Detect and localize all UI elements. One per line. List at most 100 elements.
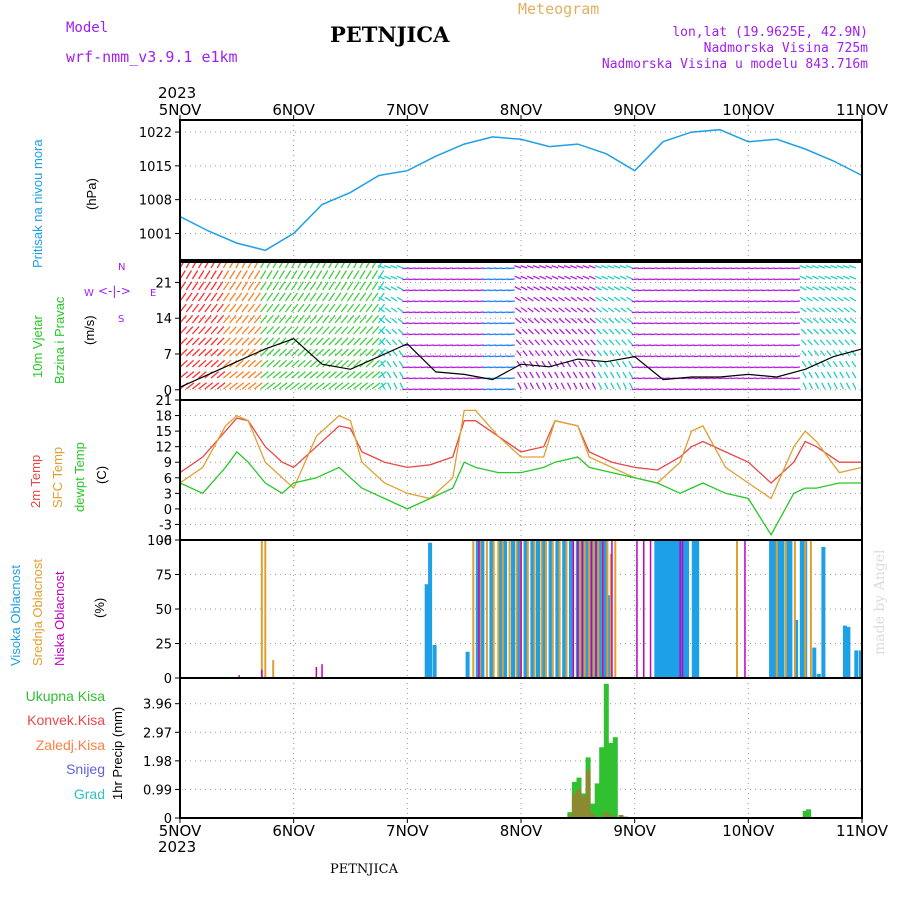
wind-arrow (712, 377, 720, 380)
wind-arrow (529, 371, 534, 379)
wind-arrow (615, 360, 621, 368)
y-tick-label: 2.97 (143, 726, 172, 741)
wind-arrow (260, 270, 267, 280)
wind-arrow (687, 322, 695, 325)
wind-arrow (730, 344, 739, 347)
high-cloud-bar (516, 540, 521, 678)
high-cloud-bar (475, 540, 480, 678)
mid-cloud-bar (508, 540, 511, 678)
high-cloud-bar (769, 540, 774, 678)
wind-arrow (559, 339, 565, 346)
wind-arrow (291, 382, 300, 390)
wind-arrow (812, 296, 819, 302)
wind-arrow (844, 339, 851, 346)
wind-arrow (675, 278, 683, 281)
wind-arrow (247, 326, 256, 335)
wind-arrow (590, 350, 596, 357)
wind-arrow (768, 344, 776, 347)
wind-arrow (839, 382, 844, 390)
wind-arrow (222, 348, 232, 357)
wind-arrow (627, 328, 634, 335)
wind-arrow (433, 333, 441, 336)
wind-arrow (699, 355, 708, 358)
wind-arrow (637, 388, 646, 391)
wind-arrow (397, 307, 404, 313)
wind-arrow (216, 337, 225, 346)
wind-arrow (464, 322, 472, 325)
wind-arrow (849, 275, 857, 280)
wind-arrow (241, 371, 251, 379)
wind-arrow (706, 366, 714, 369)
wind-arrow (235, 314, 243, 324)
wind-arrow (260, 371, 269, 379)
wind-arrow (451, 333, 460, 336)
x-tick-label-bottom: 8NOV (500, 822, 543, 840)
wind-arrow (445, 267, 453, 270)
wind-arrow (535, 371, 541, 379)
wind-arrow (392, 371, 398, 379)
y-tick-label: 3.96 (143, 698, 172, 713)
wind-arrow (278, 359, 288, 368)
wind-arrow (359, 326, 367, 335)
wind-arrow (539, 275, 547, 280)
high-cloud-bar (846, 626, 851, 678)
wind-arrow (427, 322, 435, 325)
wind-arrow (706, 377, 714, 380)
low-cloud-bar (590, 540, 593, 678)
wind-arrow (749, 267, 757, 270)
wind-arrow (284, 303, 293, 313)
wind-arrow (539, 307, 547, 313)
wind-arrow (818, 296, 826, 302)
wind-arrow (755, 278, 763, 281)
model-elevation-label: Nadmorska Visina u modelu 843.716m (601, 57, 868, 72)
wind-arrow (837, 307, 844, 313)
wind-arrow (378, 286, 385, 291)
wind-arrow (584, 360, 590, 368)
wind-arrow (284, 359, 294, 368)
wind-arrow (557, 286, 565, 291)
wind-arrow (780, 355, 788, 358)
wind-arrow (831, 318, 838, 324)
wind-arrow (451, 377, 460, 380)
mid-cloud-bar (492, 540, 495, 678)
wind-arrow (185, 303, 193, 313)
wind-arrow (662, 377, 670, 380)
wind-arrow (559, 350, 565, 357)
wind-arrow (848, 264, 857, 269)
freezing-rain-bar (603, 812, 609, 818)
y-tick-label: 0 (164, 503, 172, 518)
wind-arrow (650, 377, 658, 380)
wind-arrow (482, 333, 491, 336)
mid-cloud-bar (606, 540, 609, 678)
wind-arrow (792, 311, 801, 314)
wind-arrow (577, 328, 584, 335)
wind-arrow (390, 264, 398, 269)
wind-arrow (539, 296, 547, 302)
wind-arrow (414, 333, 422, 336)
wind-arrow (451, 322, 460, 325)
wind-arrow (699, 377, 708, 380)
wind-arrow (547, 371, 553, 379)
wind-arrow (476, 267, 484, 270)
wind-arrow (792, 388, 801, 391)
tsfc-line (179, 409, 863, 500)
wind-arrow (241, 326, 250, 335)
wind-arrow (365, 359, 374, 368)
wind-arrow (668, 355, 677, 358)
wind-arrow (303, 371, 313, 379)
high-cloud-bar (794, 620, 799, 678)
wind-arrow (322, 281, 329, 291)
wind-arrow (737, 300, 745, 303)
wind-arrow (353, 292, 361, 302)
wind-arrow (204, 314, 212, 324)
wind-arrow (185, 348, 194, 357)
x-tick-label-top: 6NOV (272, 101, 315, 119)
wind-arrow (681, 377, 689, 380)
wind-arrow (495, 377, 503, 380)
low-cloud-bar (478, 540, 480, 678)
wind-arrow (706, 355, 714, 358)
wind-arrow (353, 281, 360, 291)
wind-arrow (507, 388, 515, 391)
high-cloud-bar (541, 540, 546, 678)
wind-arrow (470, 377, 478, 380)
